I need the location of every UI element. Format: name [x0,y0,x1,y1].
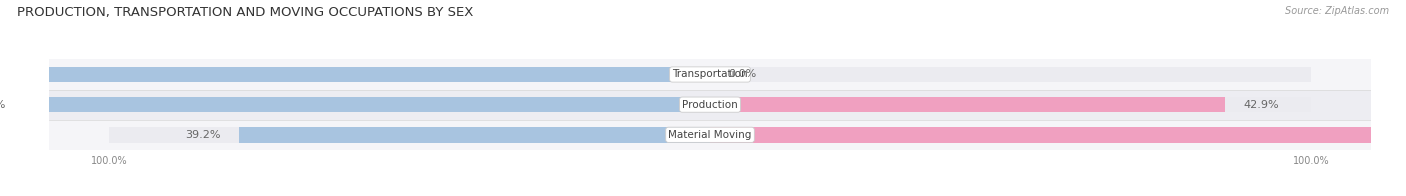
Text: Material Moving: Material Moving [668,130,752,140]
Text: 57.1%: 57.1% [0,100,6,110]
Bar [110,97,1310,113]
Bar [110,127,1310,143]
Bar [710,127,1406,143]
Legend: Male, Female: Male, Female [657,195,763,196]
Text: Production: Production [682,100,738,110]
Bar [110,67,1310,82]
Text: Source: ZipAtlas.com: Source: ZipAtlas.com [1285,6,1389,16]
Text: 39.2%: 39.2% [186,130,221,140]
Bar [710,97,1226,113]
Bar [24,97,710,113]
Bar [49,59,1371,90]
Bar [0,67,710,82]
Bar [49,90,1371,120]
Bar [49,120,1371,150]
Text: PRODUCTION, TRANSPORTATION AND MOVING OCCUPATIONS BY SEX: PRODUCTION, TRANSPORTATION AND MOVING OC… [17,6,474,19]
Bar [239,127,710,143]
Text: Transportation: Transportation [672,69,748,80]
Text: 0.0%: 0.0% [728,69,756,80]
Text: 42.9%: 42.9% [1243,100,1279,110]
